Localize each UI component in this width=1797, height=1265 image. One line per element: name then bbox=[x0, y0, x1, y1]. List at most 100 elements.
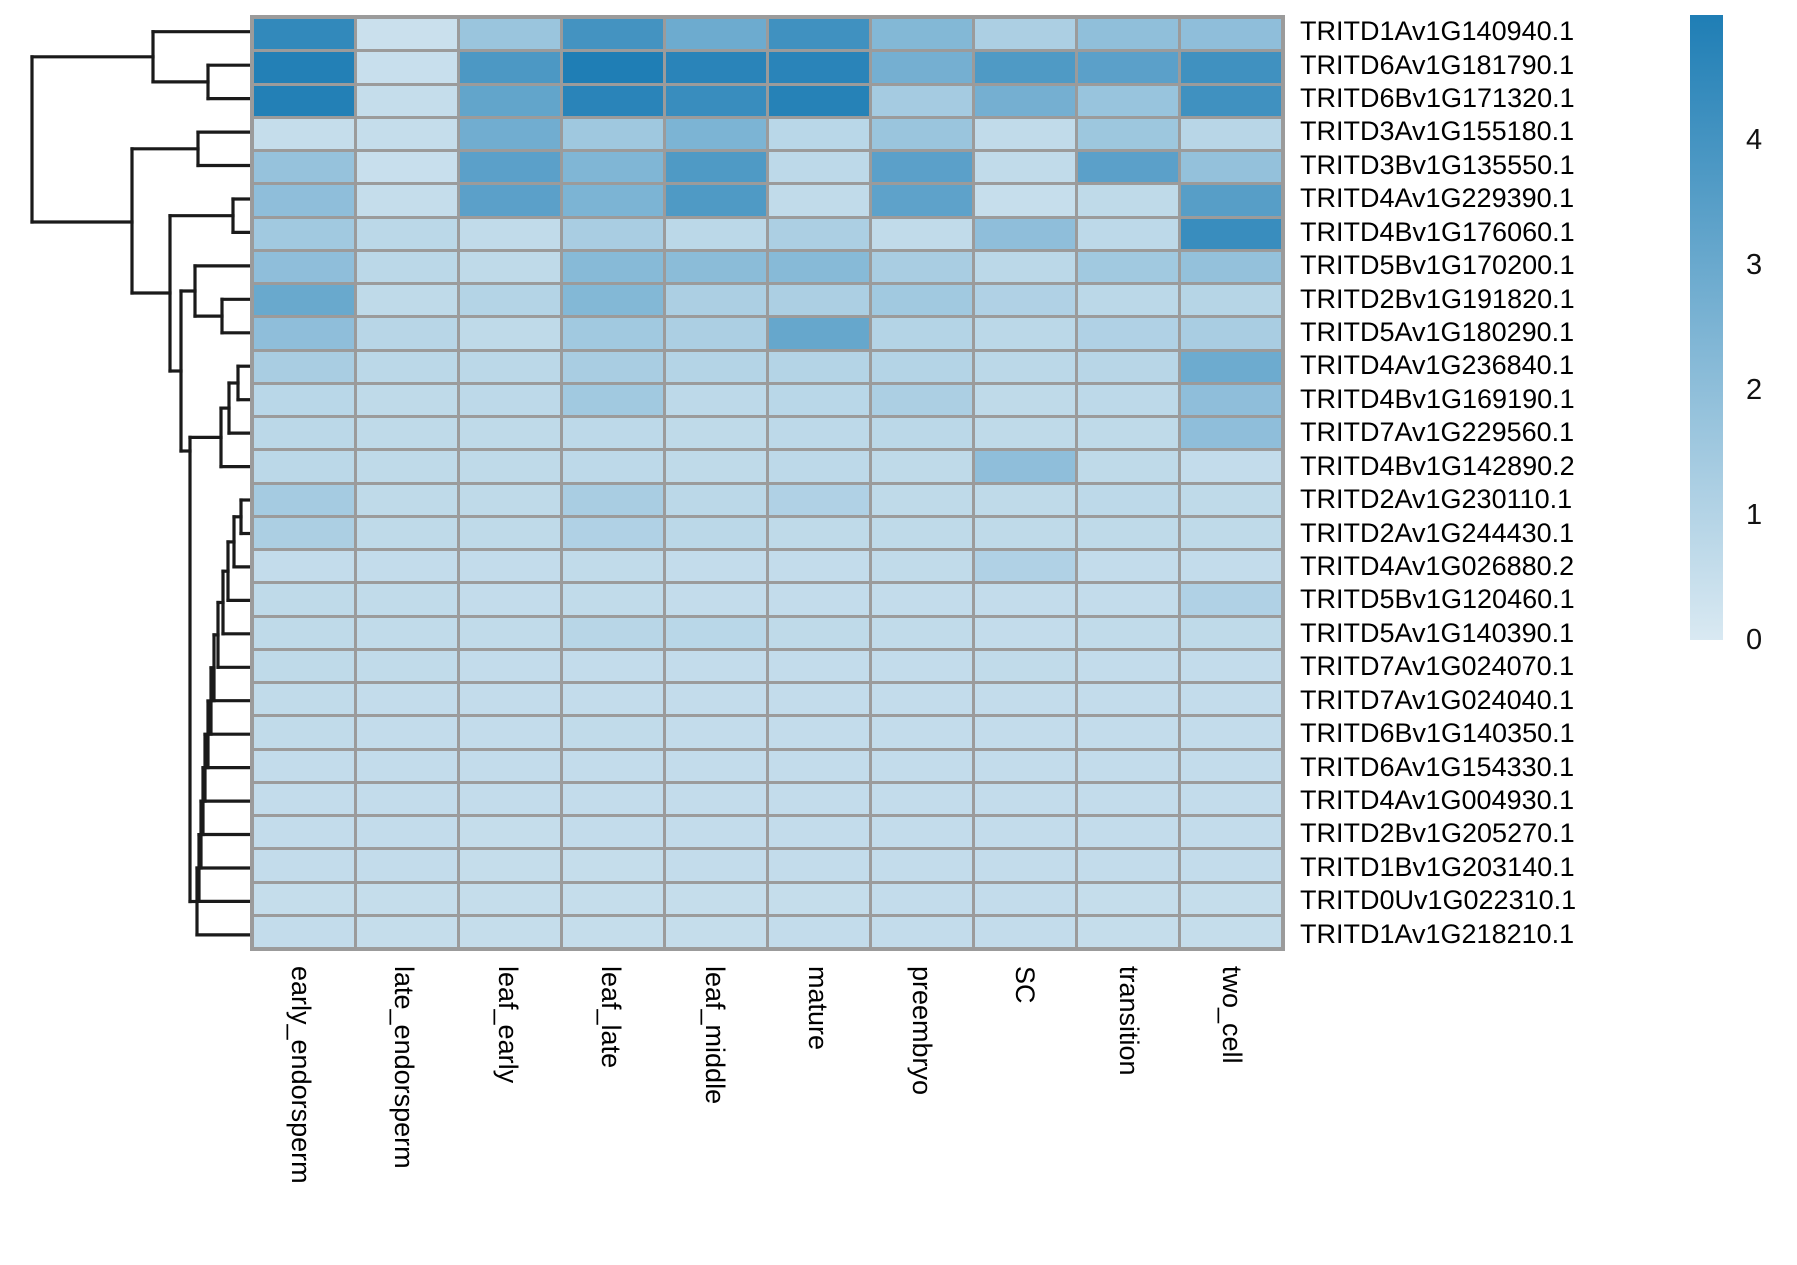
heatmap-cell bbox=[357, 650, 457, 681]
heatmap-cell bbox=[563, 484, 663, 515]
heatmap-cell bbox=[357, 185, 457, 216]
heatmap-cell bbox=[460, 152, 560, 183]
heatmap-cell bbox=[460, 52, 560, 83]
heatmap-cell bbox=[769, 883, 869, 914]
heatmap-cell bbox=[254, 551, 354, 582]
heatmap-cell bbox=[460, 218, 560, 249]
col-label: early_endorsperm bbox=[286, 966, 316, 1184]
heatmap-cell bbox=[357, 617, 457, 648]
heatmap-cell bbox=[1181, 418, 1281, 449]
legend-tick-label: 3 bbox=[1746, 249, 1763, 281]
heatmap-cell bbox=[1078, 783, 1178, 814]
heatmap-cell bbox=[975, 218, 1075, 249]
heatmap-cell bbox=[1181, 118, 1281, 149]
heatmap-cell bbox=[1181, 152, 1281, 183]
heatmap-cell bbox=[460, 118, 560, 149]
heatmap-cell bbox=[975, 318, 1075, 349]
heatmap-cell bbox=[1078, 650, 1178, 681]
heatmap-cell bbox=[1181, 318, 1281, 349]
heatmap-cell bbox=[357, 750, 457, 781]
heatmap-cell bbox=[460, 318, 560, 349]
row-label: TRITD6Av1G181790.1 bbox=[1300, 49, 1575, 80]
heatmap-cell bbox=[1078, 551, 1178, 582]
row-label: TRITD5Bv1G170200.1 bbox=[1300, 250, 1575, 281]
row-label: TRITD2Av1G244430.1 bbox=[1300, 517, 1575, 548]
heatmap-cell bbox=[357, 584, 457, 615]
heatmap-cell bbox=[975, 185, 1075, 216]
heatmap-cell bbox=[357, 850, 457, 881]
heatmap-cell bbox=[460, 551, 560, 582]
heatmap-cell bbox=[254, 783, 354, 814]
heatmap-cell bbox=[1078, 684, 1178, 715]
legend-tick-label: 0 bbox=[1746, 624, 1763, 656]
heatmap-cell bbox=[769, 185, 869, 216]
row-label: TRITD5Bv1G120460.1 bbox=[1300, 584, 1575, 615]
heatmap-cell bbox=[666, 684, 766, 715]
heatmap-cell bbox=[563, 916, 663, 947]
row-label: TRITD6Bv1G171320.1 bbox=[1300, 83, 1575, 114]
heatmap-cell bbox=[563, 19, 663, 50]
row-label: TRITD5Av1G180290.1 bbox=[1300, 317, 1575, 348]
heatmap-cell bbox=[357, 418, 457, 449]
heatmap-cell bbox=[975, 717, 1075, 748]
row-label: TRITD3Bv1G135550.1 bbox=[1300, 149, 1575, 180]
heatmap-cell bbox=[769, 684, 869, 715]
row-label: TRITD5Av1G140390.1 bbox=[1300, 617, 1575, 648]
heatmap-cell bbox=[1181, 451, 1281, 482]
heatmap-cell bbox=[1078, 384, 1178, 415]
col-label: leaf_late bbox=[596, 966, 626, 1069]
heatmap-cell bbox=[872, 817, 972, 848]
heatmap-cell bbox=[254, 185, 354, 216]
row-label: TRITD0Uv1G022310.1 bbox=[1300, 885, 1577, 916]
legend-colorbar bbox=[1690, 15, 1723, 640]
heatmap-cell bbox=[563, 218, 663, 249]
heatmap-cell bbox=[872, 384, 972, 415]
heatmap-cell bbox=[460, 185, 560, 216]
heatmap-cell bbox=[563, 551, 663, 582]
row-label: TRITD2Bv1G191820.1 bbox=[1300, 283, 1575, 314]
heatmap-cell bbox=[975, 19, 1075, 50]
heatmap-cell bbox=[769, 916, 869, 947]
heatmap-cell bbox=[460, 850, 560, 881]
heatmap-cell bbox=[254, 750, 354, 781]
heatmap-cell bbox=[460, 584, 560, 615]
heatmap-cell bbox=[563, 617, 663, 648]
heatmap-cell bbox=[666, 650, 766, 681]
legend-tick-label: 4 bbox=[1746, 124, 1763, 156]
heatmap-cell bbox=[1181, 52, 1281, 83]
heatmap-cell bbox=[1181, 85, 1281, 116]
heatmap-cell bbox=[1181, 285, 1281, 316]
heatmap-cell bbox=[1078, 418, 1178, 449]
heatmap-cell bbox=[563, 251, 663, 282]
col-label: transition bbox=[1114, 966, 1144, 1076]
heatmap-cell bbox=[254, 118, 354, 149]
heatmap-cell bbox=[254, 85, 354, 116]
heatmap-cell bbox=[460, 251, 560, 282]
heatmap-cell bbox=[1078, 218, 1178, 249]
row-label: TRITD2Bv1G205270.1 bbox=[1300, 818, 1575, 849]
heatmap-cell bbox=[872, 351, 972, 382]
heatmap-cell bbox=[872, 684, 972, 715]
heatmap-cell bbox=[769, 783, 869, 814]
heatmap-cell bbox=[460, 650, 560, 681]
heatmap-cell bbox=[666, 617, 766, 648]
heatmap-cell bbox=[769, 218, 869, 249]
heatmap-cell bbox=[1181, 517, 1281, 548]
heatmap-cell bbox=[1181, 384, 1281, 415]
heatmap-cell bbox=[872, 152, 972, 183]
heatmap-cell bbox=[872, 750, 972, 781]
row-label: TRITD1Av1G218210.1 bbox=[1300, 918, 1575, 949]
heatmap-cell bbox=[975, 817, 1075, 848]
heatmap-cell bbox=[1078, 19, 1178, 50]
heatmap-cell bbox=[769, 717, 869, 748]
heatmap-cell bbox=[872, 783, 972, 814]
row-label: TRITD6Bv1G140350.1 bbox=[1300, 718, 1575, 749]
heatmap-cell bbox=[254, 251, 354, 282]
heatmap-cell bbox=[460, 285, 560, 316]
heatmap-cell bbox=[357, 285, 457, 316]
heatmap-cell bbox=[254, 850, 354, 881]
heatmap-cell bbox=[357, 883, 457, 914]
heatmap-cell bbox=[460, 783, 560, 814]
heatmap-cell bbox=[769, 118, 869, 149]
heatmap-cell bbox=[872, 118, 972, 149]
